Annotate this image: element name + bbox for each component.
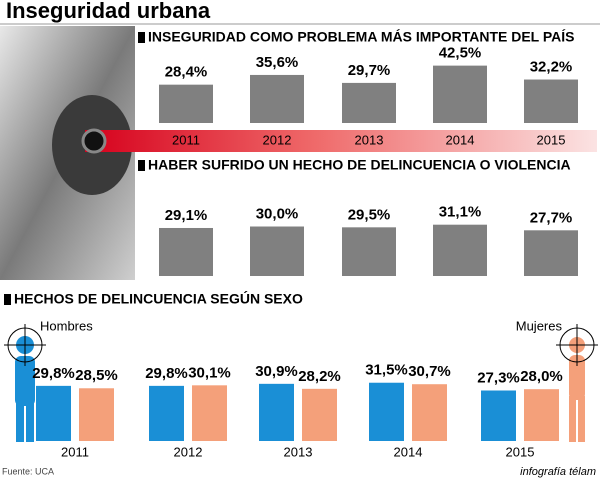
x-tick-label: 2011 bbox=[172, 132, 200, 147]
bar bbox=[342, 227, 396, 276]
value-label: 27,7% bbox=[530, 209, 573, 226]
value-label: 28,2% bbox=[298, 368, 341, 385]
bar bbox=[250, 74, 304, 123]
chart-title: INSEGURIDAD COMO PROBLEMA MÁS IMPORTANTE… bbox=[148, 29, 575, 45]
value-label: 30,1% bbox=[188, 364, 231, 381]
bar bbox=[412, 384, 447, 441]
bar bbox=[250, 226, 304, 276]
bar bbox=[79, 388, 114, 441]
value-label: 42,5% bbox=[439, 45, 482, 62]
legend-label: Mujeres bbox=[516, 318, 563, 333]
red-band bbox=[85, 130, 597, 152]
bar bbox=[149, 385, 184, 441]
bar bbox=[524, 230, 578, 276]
legend-label: Hombres bbox=[40, 318, 93, 333]
value-label: 29,7% bbox=[348, 62, 391, 79]
value-label: 28,4% bbox=[165, 64, 208, 81]
bar bbox=[302, 388, 337, 441]
value-label: 28,5% bbox=[75, 367, 118, 384]
value-label: 27,3% bbox=[477, 369, 520, 386]
bar bbox=[342, 82, 396, 123]
value-label: 31,1% bbox=[439, 204, 482, 221]
bar bbox=[192, 385, 227, 441]
value-label: 29,1% bbox=[165, 207, 208, 224]
value-label: 32,2% bbox=[530, 58, 573, 75]
x-tick-label: 2013 bbox=[355, 132, 384, 147]
x-tick-label: 2013 bbox=[284, 444, 313, 459]
x-tick-label: 2011 bbox=[61, 444, 89, 459]
x-tick-label: 2012 bbox=[263, 132, 292, 147]
bar bbox=[524, 79, 578, 123]
bar bbox=[36, 385, 71, 441]
x-tick-label: 2014 bbox=[394, 444, 423, 459]
header-marker bbox=[138, 32, 145, 43]
man-figure bbox=[4, 324, 46, 442]
bar bbox=[481, 390, 516, 441]
woman-figure bbox=[556, 324, 598, 442]
chart-title: HECHOS DE DELINCUENCIA SEGÚN SEXO bbox=[14, 290, 303, 307]
bar bbox=[524, 389, 559, 441]
bar bbox=[433, 224, 487, 276]
x-tick-label: 2012 bbox=[174, 444, 203, 459]
value-label: 29,5% bbox=[348, 206, 391, 223]
header-marker bbox=[138, 160, 145, 171]
bar bbox=[159, 84, 213, 123]
source: Fuente: UCA bbox=[2, 466, 54, 476]
x-tick-label: 2015 bbox=[537, 132, 566, 147]
credit: infografía télam bbox=[520, 466, 596, 478]
header-marker bbox=[4, 294, 11, 305]
x-tick-label: 2015 bbox=[506, 444, 535, 459]
bar bbox=[259, 383, 294, 441]
page-title: Inseguridad urbana bbox=[6, 0, 211, 23]
chart-title: HABER SUFRIDO UN HECHO DE DELINCUENCIA O… bbox=[148, 157, 571, 173]
value-label: 29,8% bbox=[32, 365, 75, 382]
value-label: 28,0% bbox=[520, 368, 563, 385]
value-label: 29,8% bbox=[145, 365, 188, 382]
gun-barrel bbox=[81, 128, 107, 154]
value-label: 35,6% bbox=[256, 54, 299, 71]
value-label: 30,9% bbox=[255, 363, 298, 380]
value-label: 30,7% bbox=[408, 363, 451, 380]
bar bbox=[433, 65, 487, 123]
bar bbox=[369, 382, 404, 441]
x-tick-label: 2014 bbox=[446, 132, 475, 147]
bar bbox=[159, 227, 213, 276]
value-label: 30,0% bbox=[256, 205, 299, 222]
value-label: 31,5% bbox=[365, 362, 408, 379]
